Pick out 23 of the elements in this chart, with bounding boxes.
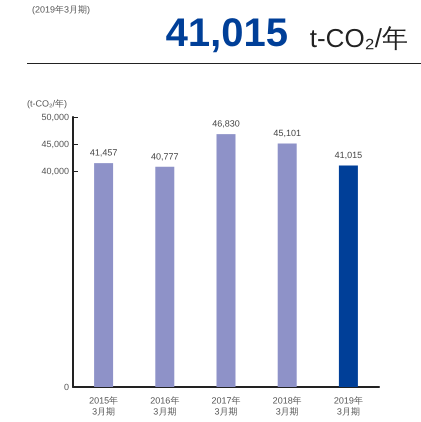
data-label: 46,830 [212, 118, 240, 129]
chart-title: 41,015 [166, 11, 288, 55]
data-label: 41,457 [90, 148, 118, 158]
bar [155, 166, 174, 387]
x-tick-label: 2019年 3月期 [334, 396, 363, 416]
x-tick-label: 2016年 3月期 [150, 396, 180, 416]
y-tick-label: 45,000 [41, 139, 69, 149]
bar [216, 134, 236, 387]
data-label: 45,101 [273, 128, 301, 138]
x-tick-label: 2018年 3月期 [272, 396, 302, 416]
x-tick-label: 2015年 3月期 [89, 396, 118, 416]
bar [338, 166, 358, 387]
x-tick-label: 2017年 3月期 [211, 396, 241, 416]
y-tick-label: 40,000 [41, 166, 69, 176]
data-label: 40,777 [151, 151, 179, 162]
y-tick-label: 50,000 [41, 112, 69, 122]
chart-subtitle: t-CO₂/年 [310, 23, 408, 53]
y-axis-title: (t-CO₂/年) [27, 98, 67, 108]
text: (2019年3月期) [32, 4, 90, 14]
y-tick-label: 0 [64, 382, 69, 392]
bar [94, 163, 114, 387]
data-label: 41,015 [334, 150, 362, 160]
bar [278, 143, 297, 387]
